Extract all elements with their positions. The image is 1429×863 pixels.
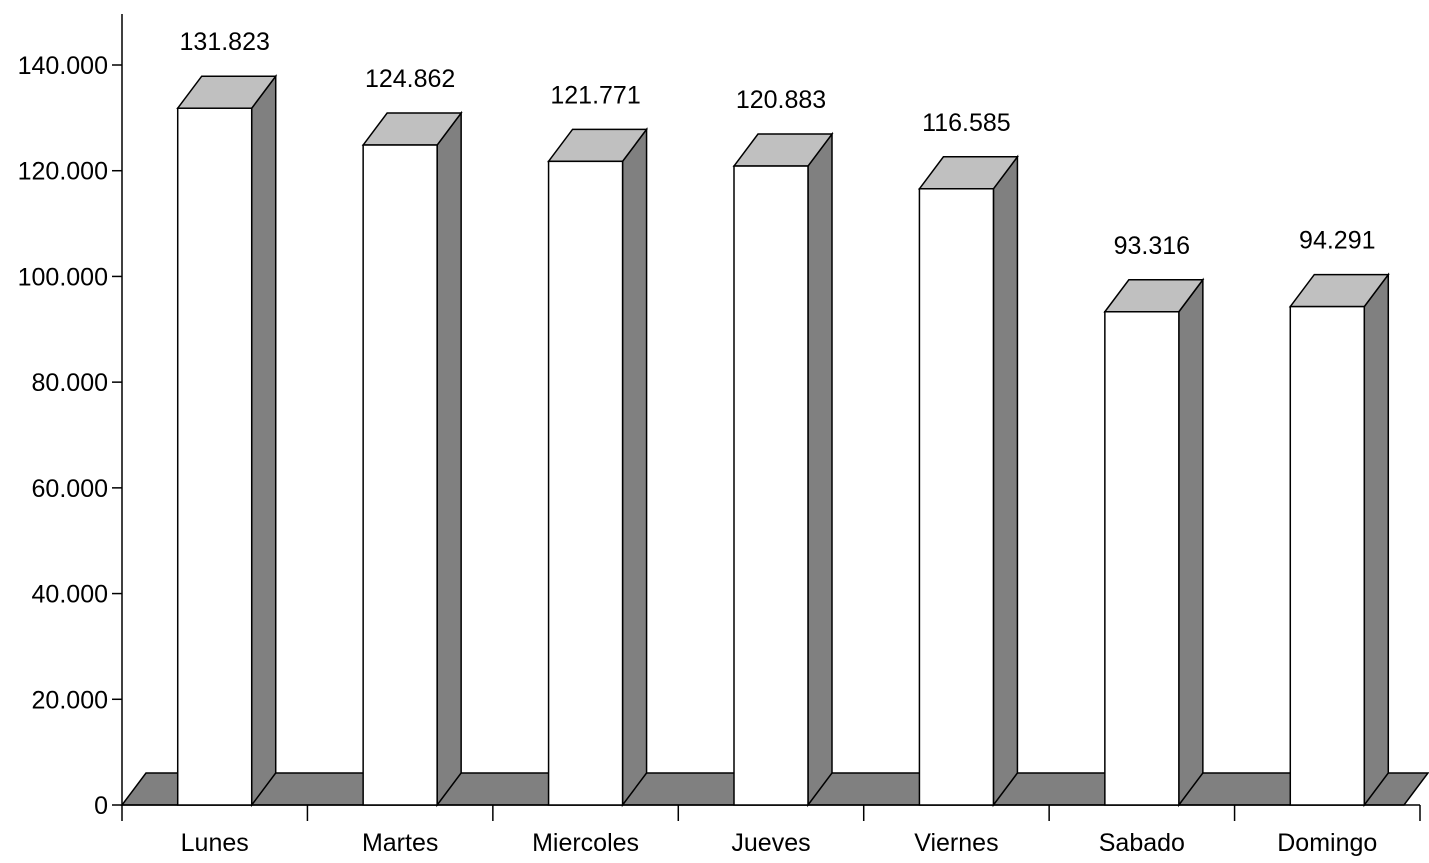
x-tick-label: Martes xyxy=(362,829,438,857)
x-tick-label: Miercoles xyxy=(532,829,639,857)
chart-bars xyxy=(176,73,1390,808)
y-tick-label: 120.000 xyxy=(18,158,108,186)
bar-side xyxy=(1363,272,1390,808)
x-tick-label: Lunes xyxy=(181,829,249,857)
bar-side xyxy=(992,154,1019,808)
data-label: 116.585 xyxy=(922,109,1011,137)
x-tick-label: Sabado xyxy=(1099,829,1185,857)
data-label: 121.771 xyxy=(550,81,640,109)
y-tick-label: 0 xyxy=(94,792,108,820)
chart-labels: 131.823 Lunes 124.862 Martes 121.771 Miercole… xyxy=(180,28,1378,857)
y-tick-label: 40.000 xyxy=(32,581,108,609)
data-label: 120.883 xyxy=(736,86,826,114)
y-tick-label: 80.000 xyxy=(32,369,108,397)
x-tick-label: Domingo xyxy=(1277,829,1377,857)
y-tick-label: 20.000 xyxy=(32,686,108,714)
bar-domingo xyxy=(1288,272,1390,808)
bar-front xyxy=(733,165,809,806)
bar-front xyxy=(547,160,624,806)
bar-viernes xyxy=(917,154,1019,808)
bar-front xyxy=(1104,311,1180,806)
y-tick-label: 100.000 xyxy=(18,263,108,291)
data-label: 93.316 xyxy=(1114,232,1190,260)
bar-sabado xyxy=(1103,277,1205,808)
y-tick-label: 60.000 xyxy=(32,475,108,503)
bar-lunes xyxy=(176,73,278,808)
data-label: 131.823 xyxy=(180,28,270,56)
data-label: 124.862 xyxy=(365,65,455,93)
bar-miercoles xyxy=(547,127,649,808)
bar-side xyxy=(621,127,648,808)
bar-front xyxy=(176,107,253,806)
bar-side xyxy=(436,110,462,808)
bar-front xyxy=(1289,305,1366,806)
x-tick-label: Viernes xyxy=(914,829,998,857)
bar-side xyxy=(1178,277,1204,808)
bar-side xyxy=(250,73,277,808)
y-tick-label: 140.000 xyxy=(18,52,108,80)
bar-front xyxy=(918,188,995,806)
bar-side xyxy=(807,131,833,808)
x-tick-label: Jueves xyxy=(731,829,810,857)
chart-axes: 0 20.000 40.000 60.000 80.000 100.000 120.000 1… xyxy=(18,14,1421,821)
data-label: 94.291 xyxy=(1299,227,1375,255)
bar-martes xyxy=(361,110,463,808)
bar-jueves xyxy=(732,131,834,808)
bar-front xyxy=(362,144,438,806)
